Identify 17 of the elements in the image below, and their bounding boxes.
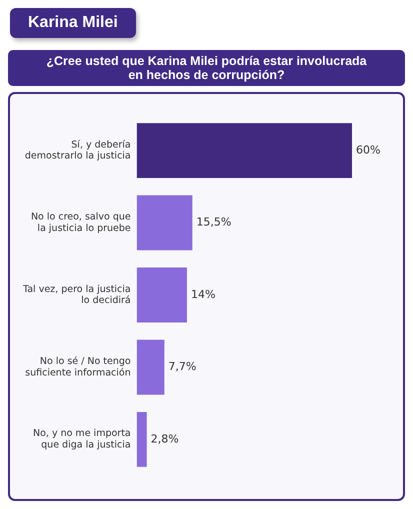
bar — [136, 340, 164, 395]
chart-subtitle: ¿Cree usted que Karina Milei podría estar involucrada en hechos de corrupción? — [8, 50, 405, 86]
data-label: 2,8% — [150, 432, 179, 446]
y-tick-label: No lo creo, salvo que la justicia lo pruebe — [30, 212, 131, 234]
y-tick-label: Sí, y debería demostrarlo la justicia — [24, 139, 131, 162]
data-label: 15,5% — [196, 216, 232, 229]
bar — [136, 123, 352, 178]
data-label: 60% — [356, 143, 380, 156]
bar — [136, 412, 147, 467]
y-tick-label: Tal vez, pero la justicia lo decidirá — [22, 284, 131, 306]
chart-title: Karina Milei — [10, 8, 136, 38]
bar — [136, 195, 192, 250]
data-label: 7,7% — [168, 360, 196, 374]
y-tick-label: No lo sé / No tengo suficiente información — [25, 356, 131, 378]
y-tick-label: No, y no me importa que diga la justicia — [32, 428, 131, 451]
data-label: 14% — [190, 288, 216, 301]
bar — [136, 268, 187, 322]
